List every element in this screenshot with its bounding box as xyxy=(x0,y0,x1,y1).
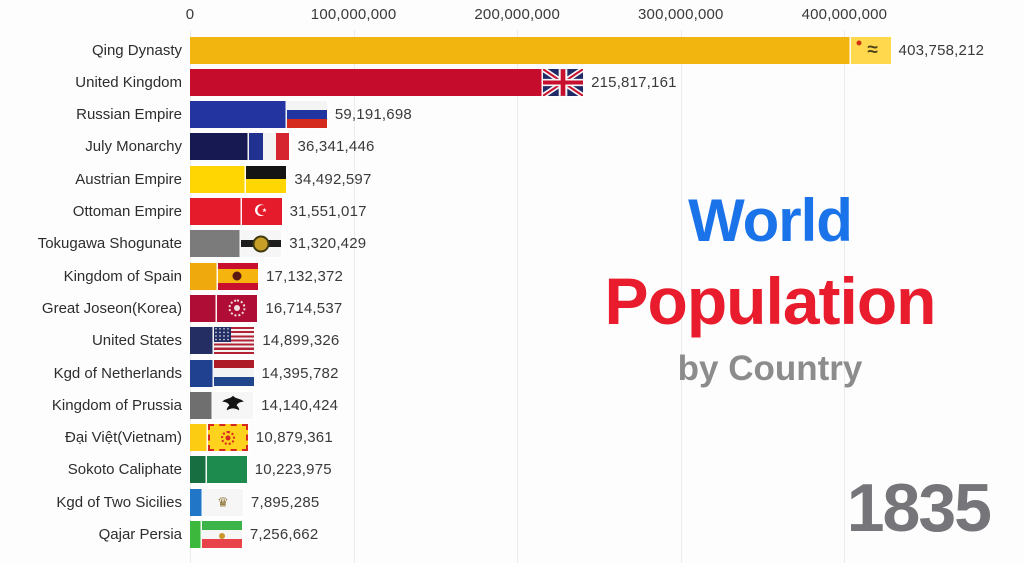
flag-icon-sokoto-caliphate xyxy=(206,456,247,484)
country-label: United Kingdom xyxy=(75,73,182,91)
gridline xyxy=(517,30,519,563)
axis-tick-label: 100,000,000 xyxy=(310,6,397,23)
population-bar xyxy=(190,230,242,258)
flag-icon-july-monarchy xyxy=(249,133,290,161)
population-value: 14,140,424 xyxy=(261,396,339,414)
country-label: United States xyxy=(91,332,182,350)
flag-icon-tokugawa-shogunate xyxy=(241,230,282,258)
country-label: Russian Empire xyxy=(76,106,182,124)
population-bar xyxy=(190,488,203,516)
flag-icon-ottoman-empire: ☪ xyxy=(241,198,282,225)
population-value: 7,256,662 xyxy=(249,526,319,543)
population-bar xyxy=(190,101,287,129)
main-title: World Population by Country xyxy=(545,183,995,392)
gridline xyxy=(680,30,682,563)
population-value: 403,758,212 xyxy=(898,41,985,59)
country-label: Qing Dynasty xyxy=(91,41,182,59)
flag-icon-united-states xyxy=(214,327,255,355)
population-value: 59,191,698 xyxy=(334,106,412,124)
population-bar xyxy=(190,359,214,387)
title-population: Population xyxy=(604,263,937,338)
gridline xyxy=(844,30,846,563)
population-bar xyxy=(190,327,215,355)
flag-icon-kingdom-of-spain xyxy=(218,262,259,290)
axis-tick-label: 200,000,000 xyxy=(474,6,560,23)
country-label: Ottoman Empire xyxy=(72,203,182,220)
population-value: 16,714,537 xyxy=(265,299,343,317)
population-bar xyxy=(190,165,247,193)
country-label: Kgd of Netherlands xyxy=(53,364,182,382)
country-label: July Monarchy xyxy=(85,138,182,156)
population-bar xyxy=(190,391,214,419)
country-label: Tokugawa Shogunate xyxy=(37,235,182,253)
flag-icon-qajar-persia xyxy=(201,521,242,548)
population-value: 14,899,326 xyxy=(262,332,340,350)
population-bar xyxy=(190,456,207,484)
country-label: Kingdom of Prussia xyxy=(51,396,182,414)
population-value: 36,341,446 xyxy=(297,138,375,156)
flag-icon-united-kingdom xyxy=(543,68,584,96)
axis-tick-label: 0 xyxy=(185,6,195,23)
population-value: 7,895,285 xyxy=(250,493,320,511)
country-label: Austrian Empire xyxy=(75,170,182,188)
year-label: 1835 xyxy=(846,470,992,546)
flag-icon-i-vi-t-vietnam xyxy=(207,424,248,452)
flag-icon-kgd-of-two-sicilies: ♛ xyxy=(202,488,243,516)
population-value: 215,817,161 xyxy=(591,73,677,91)
population-bar xyxy=(190,68,544,96)
population-value: 31,320,429 xyxy=(289,235,367,253)
country-label: Kgd of Two Sicilies xyxy=(56,493,182,511)
title-by-country: by Country xyxy=(677,349,863,389)
population-bar xyxy=(190,294,218,322)
gridline xyxy=(353,30,355,563)
population-value: 31,551,017 xyxy=(289,203,367,220)
flag-icon-russian-empire xyxy=(286,101,327,129)
country-label: Qajar Persia xyxy=(98,526,182,543)
population-value: 10,879,361 xyxy=(255,429,333,447)
population-value: 14,395,782 xyxy=(261,364,339,382)
flag-icon-kgd-of-netherlands xyxy=(213,359,254,387)
country-label: Great Joseon(Korea) xyxy=(41,299,182,317)
population-bar xyxy=(190,424,208,452)
population-bar xyxy=(190,36,851,64)
population-bar xyxy=(190,133,250,161)
population-bar xyxy=(190,198,242,225)
flag-icon-qing-dynasty: ≈ xyxy=(850,36,891,64)
population-bar xyxy=(190,262,219,290)
title-world: World xyxy=(688,187,853,254)
flag-icon-austrian-empire xyxy=(246,165,287,193)
flag-icon-great-joseon-korea xyxy=(217,294,258,322)
population-value: 10,223,975 xyxy=(254,461,332,479)
axis-tick-label: 300,000,000 xyxy=(637,6,724,23)
population-bar xyxy=(190,521,202,548)
flag-icon-kingdom-of-prussia xyxy=(213,391,254,419)
country-label: Sokoto Caliphate xyxy=(67,461,182,479)
country-label: Đại Việt(Vietnam) xyxy=(65,429,182,447)
population-value: 34,492,597 xyxy=(294,170,372,188)
country-label: Kingdom of Spain xyxy=(63,267,182,285)
population-value: 17,132,372 xyxy=(266,267,344,285)
axis-tick-label: 400,000,000 xyxy=(801,6,888,23)
